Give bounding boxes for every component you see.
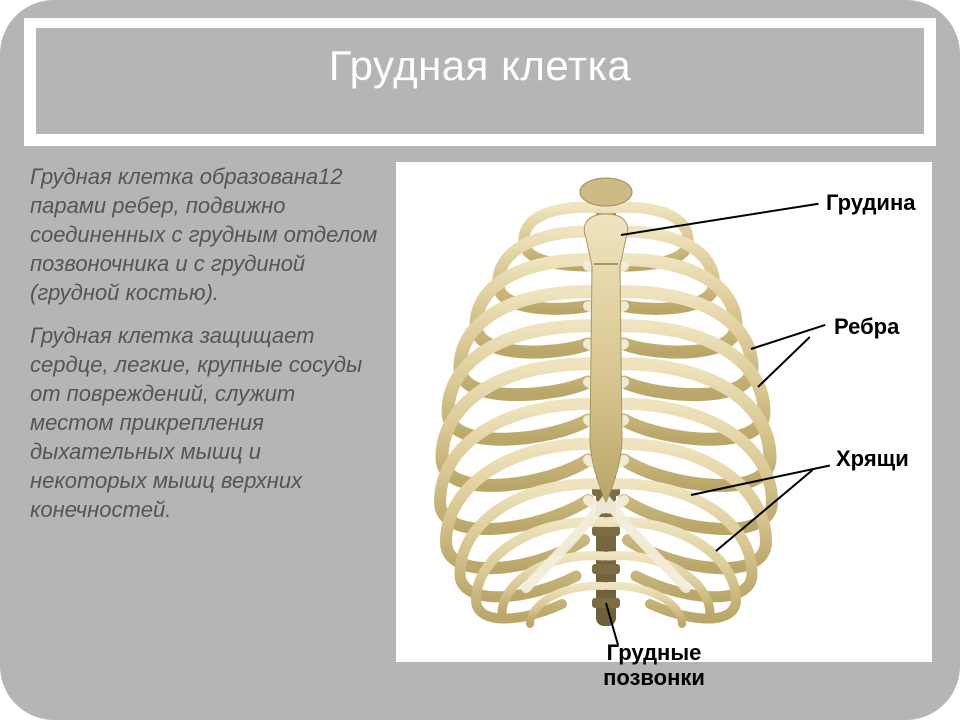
label-vertebrae: Грудные позвонки — [564, 640, 744, 691]
label-cartilage: Хрящи — [836, 446, 909, 472]
title-bar: Грудная клетка — [36, 28, 924, 134]
ribcage-diagram: Грудина Ребра Хрящи Грудные позвонки — [396, 162, 932, 662]
paragraph-2: Грудная клетка защищает сердце, легкие, … — [30, 321, 378, 524]
slide: Грудная клетка Грудная клетка образована… — [0, 0, 960, 720]
label-sternum: Грудина — [826, 190, 915, 216]
paragraph-1: Грудная клетка образована12 парами ребер… — [30, 162, 378, 307]
top-vertebra — [580, 178, 632, 206]
slide-title: Грудная клетка — [36, 42, 924, 90]
ribcage-svg — [406, 168, 806, 658]
content-row: Грудная клетка образована12 парами ребер… — [20, 158, 940, 662]
title-frame: Грудная клетка — [24, 18, 936, 146]
label-ribs: Ребра — [834, 314, 899, 340]
body-text-column: Грудная клетка образована12 парами ребер… — [30, 162, 378, 662]
